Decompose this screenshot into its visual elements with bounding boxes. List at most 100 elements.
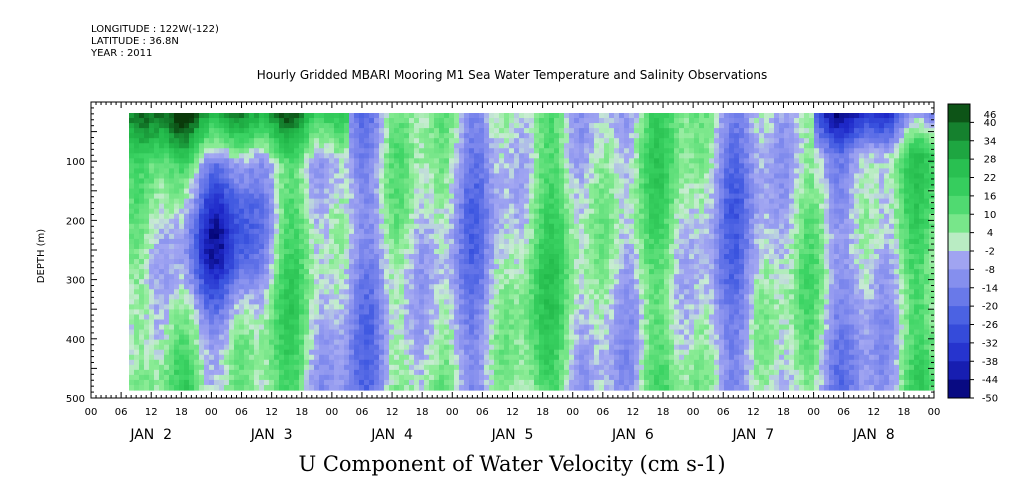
field-cell — [539, 289, 545, 295]
field-cell — [214, 178, 220, 185]
field-cell — [344, 309, 350, 316]
field-cell — [159, 259, 165, 265]
field-cell — [139, 133, 145, 139]
field-cell — [219, 269, 225, 275]
field-cell — [339, 269, 345, 275]
field-cell — [209, 334, 215, 341]
field-cell — [544, 148, 550, 154]
field-cell — [424, 254, 430, 260]
field-cell — [444, 259, 450, 265]
field-cell — [494, 113, 500, 119]
field-cell — [549, 374, 555, 381]
field-cell — [504, 344, 510, 351]
field-cell — [384, 329, 390, 336]
field-cell — [439, 113, 445, 119]
field-cell — [244, 233, 250, 240]
field-cell — [504, 314, 510, 321]
field-cell — [394, 369, 400, 376]
field-cell — [419, 274, 425, 280]
field-cell — [544, 259, 550, 265]
field-cell — [539, 374, 545, 381]
field-cell — [564, 118, 570, 124]
field-cell — [569, 133, 575, 139]
field-cell — [299, 143, 305, 149]
field-cell — [484, 248, 490, 255]
field-cell — [474, 294, 480, 300]
field-cell — [249, 193, 255, 200]
field-cell — [194, 289, 200, 295]
field-cell — [369, 243, 375, 250]
field-cell — [554, 233, 560, 240]
field-cell — [354, 259, 360, 265]
field-cell — [474, 163, 480, 169]
field-cell — [554, 299, 560, 305]
field-cell — [334, 198, 340, 205]
field-cell — [179, 118, 185, 124]
field-cell — [134, 294, 140, 300]
field-cell — [469, 284, 475, 290]
field-cell — [514, 228, 520, 235]
field-cell — [374, 113, 380, 119]
field-cell — [214, 213, 220, 220]
field-cell — [334, 329, 340, 336]
field-cell — [374, 279, 380, 285]
field-cell — [574, 128, 580, 134]
field-cell — [414, 188, 420, 195]
field-cell — [529, 183, 535, 190]
field-cell — [384, 264, 390, 270]
field-cell — [244, 223, 250, 230]
field-cell — [574, 359, 580, 366]
field-cell — [254, 284, 260, 290]
field-cell — [519, 329, 525, 336]
field-cell — [459, 374, 465, 381]
field-cell — [389, 203, 395, 210]
field-cell — [349, 374, 355, 381]
field-cell — [329, 113, 335, 119]
field-cell — [479, 128, 485, 134]
field-cell — [549, 324, 555, 331]
field-cell — [194, 274, 200, 280]
field-cell — [234, 158, 240, 164]
field-cell — [434, 309, 440, 316]
field-cell — [359, 118, 365, 124]
field-cell — [324, 113, 330, 119]
field-cell — [444, 289, 450, 295]
field-cell — [409, 208, 415, 215]
field-cell — [289, 379, 295, 386]
field-cell — [239, 299, 245, 305]
field-cell — [439, 284, 445, 290]
field-cell — [169, 153, 175, 159]
field-cell — [459, 379, 465, 386]
field-cell — [199, 118, 205, 124]
field-cell — [464, 384, 470, 391]
field-cell — [384, 208, 390, 215]
field-cell — [464, 198, 470, 205]
field-cell — [209, 339, 215, 346]
field-cell — [539, 354, 545, 361]
field-cell — [354, 324, 360, 331]
field-cell — [129, 344, 135, 351]
field-cell — [144, 203, 150, 210]
field-cell — [539, 264, 545, 270]
field-cell — [209, 138, 215, 144]
field-cell — [199, 138, 205, 144]
field-cell — [239, 138, 245, 144]
field-cell — [404, 123, 410, 129]
field-cell — [229, 193, 235, 200]
field-cell — [374, 163, 380, 169]
field-cell — [474, 213, 480, 220]
field-cell — [364, 148, 370, 154]
field-cell — [199, 304, 205, 311]
field-cell — [149, 294, 155, 300]
field-cell — [164, 294, 170, 300]
field-cell — [524, 279, 530, 285]
field-cell — [429, 379, 435, 386]
field-cell — [364, 163, 370, 169]
field-cell — [164, 163, 170, 169]
field-cell — [459, 319, 465, 326]
field-cell — [404, 379, 410, 386]
field-cell — [399, 384, 405, 391]
field-cell — [434, 228, 440, 235]
field-cell — [224, 374, 230, 381]
field-cell — [234, 113, 240, 119]
